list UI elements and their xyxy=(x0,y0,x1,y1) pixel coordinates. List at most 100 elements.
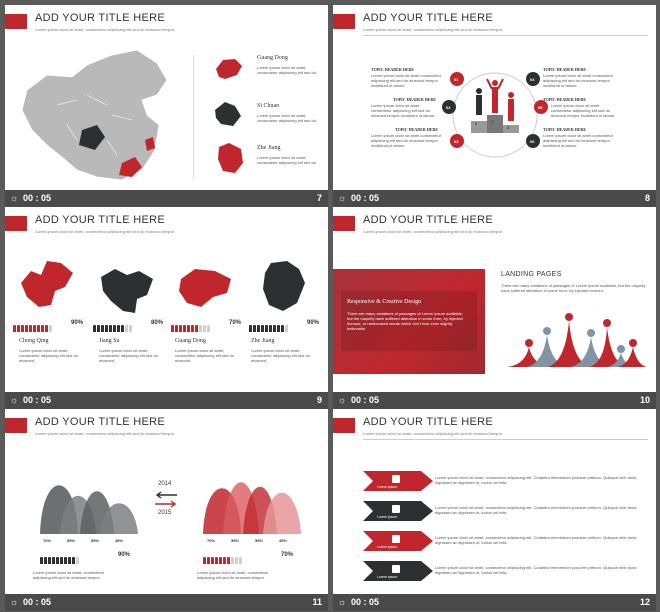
slide-subtitle: Lorem ipsum dolor sit amet, consectetur … xyxy=(35,431,175,436)
bell-label: 45% xyxy=(279,538,288,543)
tag-label: Lorem ipsum xyxy=(377,485,398,489)
slide-footer: ☼ 00 : 05 9 xyxy=(5,392,328,409)
slide-number: 9 xyxy=(316,395,322,405)
people-meter-3 xyxy=(171,319,211,337)
podium-number: 1 xyxy=(491,119,494,124)
percent-label: 90% xyxy=(307,320,320,326)
province-shape-3 xyxy=(179,269,231,307)
person-icon xyxy=(40,557,43,564)
title-accent-block xyxy=(5,14,27,29)
person-icon xyxy=(105,325,108,332)
bell-label: 55% xyxy=(231,538,240,543)
slide-subtitle: Lorem ipsum dolor sit amet, consectetur … xyxy=(35,229,175,234)
topic-text: Lorem ipsum dolor sit amet consectetur a… xyxy=(551,103,615,118)
person-icon xyxy=(121,325,124,332)
clock-icon: ☼ xyxy=(338,193,347,203)
slide-footer: ☼ 00 : 05 7 xyxy=(5,190,328,207)
item-name: Zhe Jiang xyxy=(257,145,281,151)
slide-canvas: ADD YOUR TITLE HERE Lorem ipsum dolor si… xyxy=(5,207,328,392)
slide-number: 8 xyxy=(644,193,650,203)
tag-label: Lorem ipsum xyxy=(377,515,398,519)
person-icon xyxy=(101,325,104,332)
bell-label: 45% xyxy=(115,538,124,543)
slide-title: ADD YOUR TITLE HERE xyxy=(35,416,165,428)
topic-header: TOPIC HEADER HERE xyxy=(371,67,415,72)
person-icon xyxy=(97,325,100,332)
clock-icon: ☼ xyxy=(338,597,347,607)
person-icon xyxy=(235,557,238,564)
row-text: Lorem ipsum dolor sit amet, consectetur … xyxy=(435,475,638,485)
slide-thumb-12[interactable]: ADD YOUR TITLE HERE Lorem ipsum dolor si… xyxy=(333,409,656,611)
photo-overlay xyxy=(341,291,477,351)
person-icon xyxy=(227,557,230,564)
person-icon xyxy=(195,325,198,332)
clock-icon: ☼ xyxy=(338,395,347,405)
person-icon xyxy=(29,325,32,332)
topic-header: TOPIC HEADER HERE xyxy=(543,97,587,102)
arrow-left-icon xyxy=(155,491,177,499)
province-desc: Lorem ipsum dolor sit amet, consectetur … xyxy=(99,348,158,363)
topic-header: TOPIC HEADER HERE xyxy=(393,97,437,102)
title-rule xyxy=(363,439,648,440)
slide-footer: ☼ 00 : 05 10 xyxy=(333,392,656,409)
person-icon xyxy=(207,325,210,332)
province-name: Chong Qing xyxy=(19,338,49,344)
slide-thumb-8[interactable]: ADD YOUR TITLE HERE Lorem ipsum dolor si… xyxy=(333,5,656,207)
person-icon xyxy=(199,325,202,332)
person-icon xyxy=(93,325,96,332)
topic-text: Lorem ipsum dolor sit amet consectetur a… xyxy=(371,73,442,88)
item-desc: Lorem ipsum dolor sit amet, consectetur … xyxy=(257,65,318,75)
person-icon xyxy=(285,325,288,332)
person-icon xyxy=(21,325,24,332)
person-icon xyxy=(215,557,218,564)
person-icon xyxy=(109,325,112,332)
person-icon xyxy=(257,325,260,332)
clock-icon: ☼ xyxy=(10,395,19,405)
slide-time: 00 : 05 xyxy=(351,193,380,203)
topic-header: TOPIC HEADER HERE xyxy=(543,67,587,72)
province-name: Jiang Su xyxy=(99,338,120,344)
badge: 03 xyxy=(454,139,459,144)
bell-chart-right xyxy=(203,482,301,534)
people-meter-4 xyxy=(249,319,289,337)
person-icon xyxy=(281,325,284,332)
tag-label: Lorem ipsum xyxy=(377,545,398,549)
section-heading: LANDING PAGES xyxy=(501,271,562,278)
person-icon xyxy=(64,557,67,564)
clock-icon: ☼ xyxy=(10,597,19,607)
people-meter-2 xyxy=(93,319,133,337)
slide-canvas: ADD YOUR TITLE HERE Lorem ipsum dolor si… xyxy=(333,207,656,392)
right-text: Lorem ipsum dolor sit amet, consectetur … xyxy=(197,570,269,580)
person-icon xyxy=(219,557,222,564)
item-name: Guang Dong xyxy=(257,55,288,61)
slide-thumb-10[interactable]: ADD YOUR TITLE HERE Lorem ipsum dolor si… xyxy=(333,207,656,409)
slide-thumb-11[interactable]: ADD YOUR TITLE HERE Lorem ipsum dolor si… xyxy=(5,409,328,611)
person-icon xyxy=(17,325,20,332)
person-icon xyxy=(44,557,47,564)
title-accent-block xyxy=(333,216,355,231)
person-icon xyxy=(261,325,264,332)
slide-time: 00 : 05 xyxy=(23,193,52,203)
row-text: Lorem ipsum dolor sit amet, consectetur … xyxy=(435,565,638,575)
slide-footer: ☼ 00 : 05 8 xyxy=(333,190,656,207)
badge: 01 xyxy=(454,77,459,82)
item-desc: Lorem ipsum dolor sit amet, consectetur … xyxy=(257,113,318,123)
row-text: Lorem ipsum dolor sit amet, consectetur … xyxy=(435,505,638,515)
bell-label: 70% xyxy=(207,538,216,543)
person-icon xyxy=(25,325,28,332)
slide-thumb-9[interactable]: ADD YOUR TITLE HERE Lorem ipsum dolor si… xyxy=(5,207,328,409)
zhejiang-shape xyxy=(218,143,243,173)
year-label-top: 2014 xyxy=(158,481,172,487)
slide-subtitle: Lorem ipsum dolor sit amet, consectetur … xyxy=(363,27,503,32)
slide-thumb-7[interactable]: ADD YOUR TITLE HERE Lorem ipsum dolor si… xyxy=(5,5,328,207)
person-icon xyxy=(41,325,44,332)
person-icon xyxy=(52,557,55,564)
slide-title: ADD YOUR TITLE HERE xyxy=(363,12,493,24)
person-icon xyxy=(125,325,128,332)
sichuan-shape xyxy=(215,102,241,126)
person-icon xyxy=(191,325,194,332)
person-icon xyxy=(13,325,16,332)
province-shape-2 xyxy=(101,269,153,313)
bell-label: 70% xyxy=(43,538,52,543)
person-icon xyxy=(277,325,280,332)
